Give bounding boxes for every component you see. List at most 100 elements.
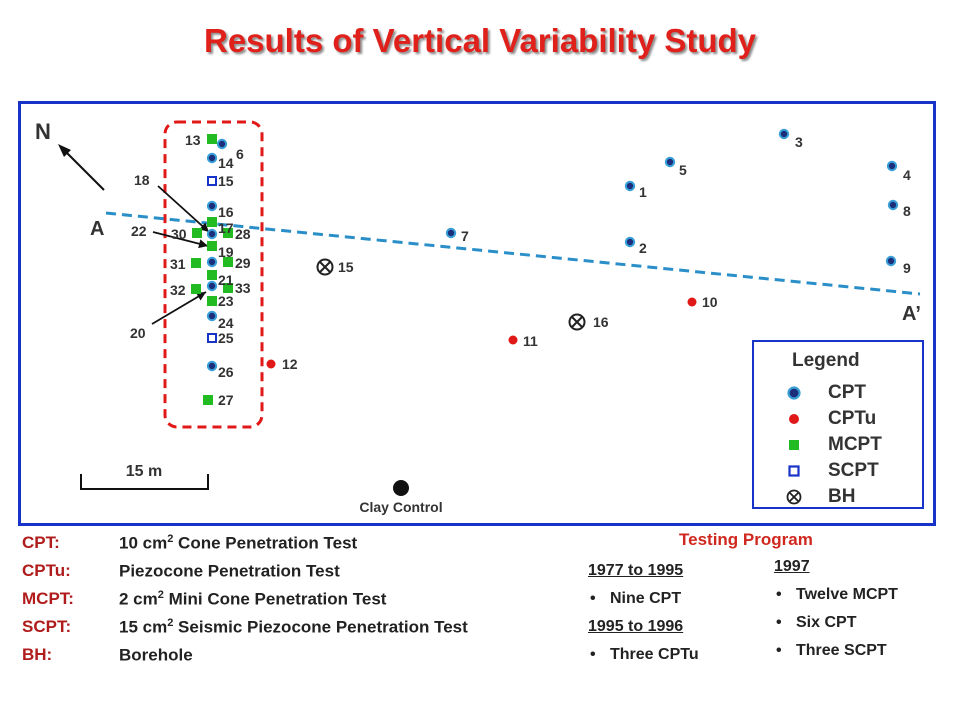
definition-row: MCPT: 2 cm2 Mini Cone Penetration Test [22,589,582,617]
definition-term: MCPT: [22,589,74,608]
cpt-label: 26 [218,364,234,380]
cptu-label: 11 [523,333,538,349]
legend-label-cptu: CPTu [828,408,877,429]
cpt-point [887,199,899,211]
mcpt-point [192,228,202,238]
cpt-label: 17 [218,220,234,236]
site-map-canvas: 6141617192124261234578910111213283029313… [35,119,921,515]
mcpt-icon [789,440,799,450]
definition-term: CPTu: [22,561,71,580]
mcpt-label: 33 [235,280,251,296]
cpt-point [886,160,898,172]
leader-arrow-20-head [195,292,206,301]
north-label: N [35,119,51,144]
cpt-point [206,310,218,322]
definition-row: CPTu: Piezocone Penetration Test [22,561,582,589]
legend-label-cpt: CPT [828,382,866,403]
cpt-point [206,280,218,292]
cpt-point [206,256,218,268]
scale-bar [80,474,209,490]
period-item: Three SCPT [774,642,898,670]
mcpt-label: 27 [218,392,234,408]
scpt-label: 25 [218,330,234,346]
scale-label: 15 m [126,463,162,480]
section-line [105,211,921,296]
cpt-label: 21 [218,272,234,288]
definition-row: BH: Borehole [22,645,582,673]
definition-row: CPT: 10 cm2 Cone Penetration Test [22,533,582,561]
section-end-label: A’ [902,303,921,325]
cptu-label: 12 [282,356,298,372]
legend-label-bh: BH [828,486,856,507]
cptu-label: 10 [702,294,718,310]
scpt-point [207,176,217,186]
site-map: 6 14 16 17 19 21 24 26 1 2 3 4 5 7 8 9 10 11 12 13 28 30 29 31 3… [18,101,936,526]
cptu-icon [789,414,799,424]
period-item: Six CPT [774,614,898,642]
cpt-label: 5 [679,162,687,178]
definition-text: Piezocone Penetration Test [119,561,340,581]
page-title: Results of Vertical Variability Study [203,22,757,59]
cpt-label: 1 [639,184,647,200]
cpt-label: 24 [218,315,234,331]
mcpt-point [207,270,217,280]
cptu-point [687,297,697,307]
legend-item-cptu: CPTu [754,408,922,430]
study-zone-outline [163,120,264,429]
section-start-label: A [90,218,104,240]
cpt-point [216,138,228,150]
legend-item-mcpt: MCPT [754,434,922,456]
mcpt-label: 29 [235,255,251,271]
leader-arrow-20 [151,291,207,325]
mcpt-label: 30 [171,226,187,242]
cpt-point [664,156,676,168]
cpt-label: 7 [461,228,469,244]
bh-cross [571,316,583,328]
cpt-label: 16 [218,204,234,220]
definition-term: BH: [22,645,53,664]
bh-icon [786,489,802,505]
period-item: Twelve MCPT [774,586,898,614]
mcpt-point [207,217,217,227]
cpt-label: 19 [218,244,234,260]
abbreviation-definitions: CPT: 10 cm2 Cone Penetration Test CPTu: … [22,533,582,673]
definition-text: 10 cm2 Cone Penetration Test [119,533,358,553]
north-arrowhead [58,144,71,157]
mcpt-point [223,283,233,293]
mcpt-point [191,258,201,268]
cpt-point [624,236,636,248]
mcpt-label: 32 [170,282,186,298]
cptu-point [266,359,276,369]
period-item: Three CPTu [588,646,699,674]
north-arrow [63,149,105,191]
definition-term: SCPT: [22,617,72,636]
group-label-20: 20 [130,325,146,341]
definition-text: 15 cm2 Seismic Piezocone Penetration Tes… [119,617,468,637]
cpt-label: 14 [218,155,234,171]
definition-term: CPT: [22,533,60,552]
legend: Legend CPT CPTu MCPT SCPT [752,340,924,509]
cptu-point [508,335,518,345]
leader-arrow-18 [157,185,210,233]
cpt-label: 3 [795,134,803,150]
legend-item-bh: BH [754,486,922,508]
group-label-18: 18 [134,172,150,188]
cpt-label: 6 [236,146,244,162]
legend-title: Legend [792,350,860,371]
cpt-point [206,152,218,164]
mcpt-point [207,296,217,306]
mcpt-point [223,257,233,267]
definition-row: SCPT: 15 cm2 Seismic Piezocone Penetrati… [22,617,582,645]
scpt-label: 15 [218,173,234,189]
cpt-icon [787,386,801,400]
mcpt-point [223,228,233,238]
scpt-point [207,333,217,343]
definition-text: 2 cm2 Mini Cone Penetration Test [119,589,387,609]
bh-cross [319,261,331,273]
mcpt-point [203,395,213,405]
bh-label: 16 [593,314,609,330]
legend-label-scpt: SCPT [828,460,879,481]
period-heading: 1995 to 1996 [588,618,684,635]
clay-control-point [393,480,409,496]
cpt-label: 9 [903,260,911,276]
